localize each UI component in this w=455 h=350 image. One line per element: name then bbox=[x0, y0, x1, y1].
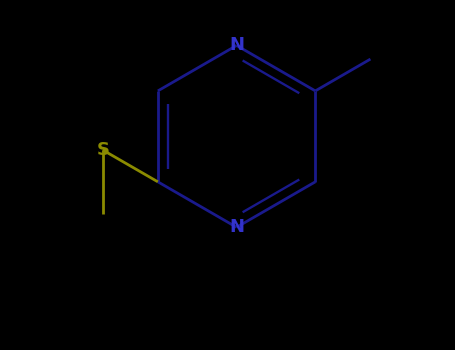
Text: N: N bbox=[229, 36, 244, 55]
Text: S: S bbox=[96, 141, 109, 159]
Text: N: N bbox=[229, 218, 244, 236]
